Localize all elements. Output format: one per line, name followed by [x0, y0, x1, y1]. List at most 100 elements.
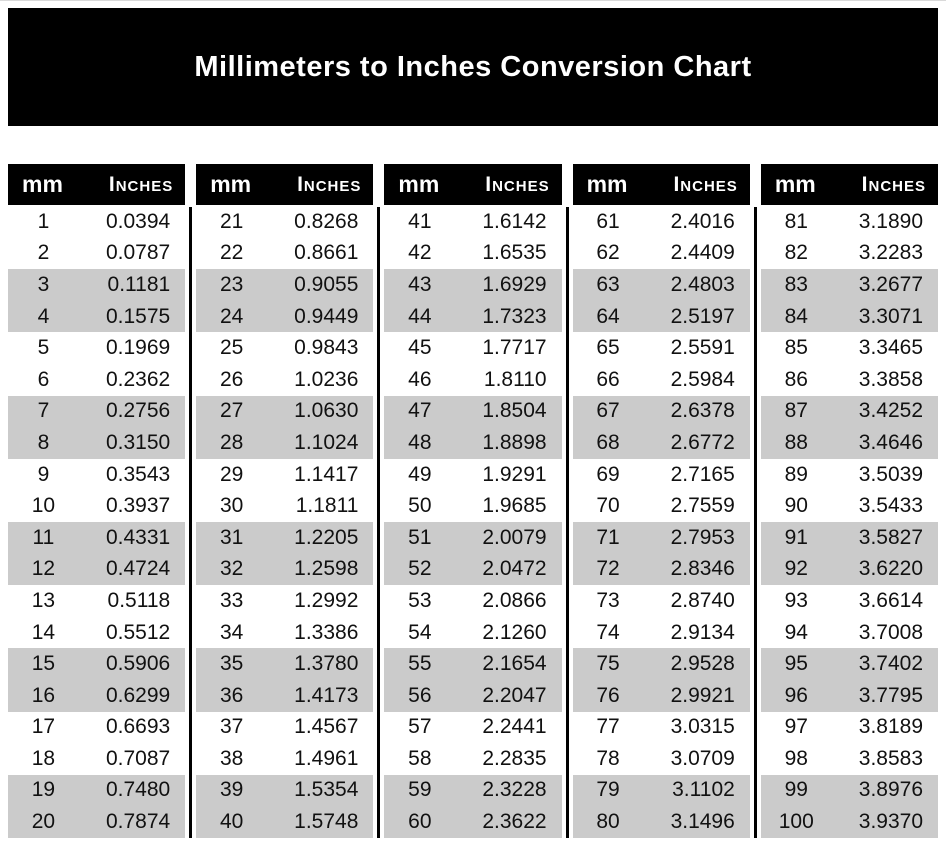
- inches-value: 3.0709: [670, 746, 735, 770]
- inches-value: 0.1181: [107, 272, 171, 296]
- mm-value: 8: [37, 430, 50, 454]
- inches-value: 0.1575: [105, 304, 171, 328]
- table-row: 4 0.1575: [8, 300, 186, 333]
- inches-value: 1.8110: [483, 367, 547, 391]
- table-row: 47 1.8504: [384, 395, 562, 428]
- inches-value: 1.8898: [482, 430, 547, 454]
- inches-value: 1.2992: [294, 588, 359, 612]
- mm-value: 6: [37, 367, 50, 391]
- table-row: 98 3.8583: [761, 743, 938, 775]
- table-row: 27 1.0630: [196, 395, 374, 428]
- table-row: 33 1.2992: [196, 585, 373, 617]
- table-row: 60 2.3622: [384, 806, 562, 838]
- table-row: 30 1.1811: [196, 490, 373, 522]
- table-row: 64 2.5197: [572, 300, 750, 333]
- table-row: 86 3.3858: [761, 364, 938, 396]
- inches-value: 0.5906: [105, 652, 171, 676]
- inches-value: 0.4724: [105, 557, 171, 581]
- table-row: 89 3.5039: [761, 459, 938, 491]
- table-row: 97 3.8189: [761, 712, 938, 744]
- inches-value: 2.3622: [482, 810, 547, 834]
- mm-value: 11: [32, 525, 55, 549]
- table-row: 67 2.6378: [572, 395, 750, 428]
- mm-value: 51: [408, 525, 432, 549]
- mm-value: 40: [219, 810, 244, 834]
- mm-value: 34: [219, 620, 244, 644]
- table-group-rows: 21 0.8268 22 0.8661 23 0.9055 24 0.9449 25 0.9843…: [196, 206, 374, 838]
- table-row: 70 2.7559: [573, 490, 750, 522]
- mm-value: 56: [408, 683, 432, 707]
- table-row: 38 1.4961: [196, 743, 373, 775]
- table-row: 57 2.2441: [384, 712, 561, 744]
- table-row: 26 1.0236: [196, 364, 373, 396]
- table-group-header: mm Inches: [8, 164, 186, 205]
- mm-column-header: mm: [774, 171, 816, 197]
- mm-value: 1: [37, 209, 50, 233]
- table-row: 94 3.7008: [761, 617, 938, 649]
- table-row: 6 0.2362: [8, 364, 185, 396]
- mm-value: 73: [596, 588, 620, 612]
- mm-value: 27: [219, 399, 244, 423]
- inches-value: 2.8346: [670, 557, 735, 581]
- inches-value: 2.7953: [670, 525, 735, 549]
- mm-value: 45: [408, 336, 432, 360]
- inches-value: 2.6378: [670, 399, 735, 423]
- table-group: mm Inches 81 3.1890 82 3.2283 83 3.2677 84 3.30…: [753, 164, 939, 838]
- mm-value: 41: [408, 209, 432, 233]
- mm-value: 50: [408, 494, 432, 518]
- table-row: 18 0.7087: [8, 743, 185, 775]
- table-row: 87 3.4252: [760, 395, 939, 428]
- mm-value: 77: [596, 715, 620, 739]
- mm-value: 68: [596, 430, 620, 454]
- inches-value: 0.8661: [294, 241, 359, 265]
- mm-value: 81: [784, 209, 808, 233]
- table-row: 96 3.7795: [760, 679, 939, 712]
- mm-value: 58: [408, 746, 432, 770]
- table-row: 55 2.1654: [384, 648, 562, 680]
- table-row: 85 3.3465: [761, 332, 938, 364]
- inches-value: 0.2756: [105, 399, 171, 423]
- mm-value: 59: [408, 778, 432, 802]
- table-row: 21 0.8268: [196, 206, 373, 238]
- inches-value: 3.1102: [672, 778, 735, 802]
- inches-value: 1.5354: [294, 778, 359, 802]
- mm-value: 7: [37, 399, 50, 423]
- table-row: 25 0.9843: [196, 332, 373, 364]
- table-row: 91 3.5827: [760, 521, 939, 554]
- inches-value: 0.6299: [105, 683, 171, 707]
- table-row: 50 1.9685: [384, 490, 561, 522]
- inches-value: 2.7559: [670, 494, 735, 518]
- inches-value: 3.2283: [858, 241, 923, 265]
- inches-value: 1.6929: [482, 272, 547, 296]
- inches-value: 0.3937: [105, 494, 171, 518]
- inches-value: 2.9134: [670, 620, 735, 644]
- inches-value: 3.5433: [858, 494, 923, 518]
- mm-value: 43: [408, 272, 432, 296]
- title-banner: Millimeters to Inches Conversion Chart: [8, 8, 938, 126]
- table-row: 17 0.6693: [8, 712, 185, 744]
- inches-value: 3.6614: [858, 588, 923, 612]
- table-row: 66 2.5984: [573, 364, 750, 396]
- inches-value: 2.4803: [670, 272, 735, 296]
- inches-value: 3.1890: [858, 209, 923, 233]
- table-row: 9 0.3543: [8, 459, 185, 491]
- table-row: 12 0.4724: [8, 553, 186, 586]
- table-row: 56 2.2047: [384, 679, 562, 712]
- mm-value: 20: [31, 810, 56, 834]
- mm-value: 21: [219, 209, 244, 233]
- table-row: 95 3.7402: [760, 648, 939, 680]
- mm-value: 54: [408, 620, 432, 644]
- inches-value: 3.4252: [858, 399, 923, 423]
- mm-value: 60: [408, 810, 432, 834]
- table-row: 45 1.7717: [384, 332, 561, 364]
- table-row: 74 2.9134: [573, 617, 750, 649]
- table-row: 42 1.6535: [384, 238, 561, 270]
- mm-value: 79: [596, 778, 620, 802]
- table-row: 82 3.2283: [761, 238, 938, 270]
- mm-value: 69: [596, 462, 620, 486]
- inches-value: 2.0866: [482, 588, 547, 612]
- mm-value: 17: [31, 715, 56, 739]
- inches-value: 1.4173: [294, 683, 359, 707]
- mm-value: 53: [408, 588, 432, 612]
